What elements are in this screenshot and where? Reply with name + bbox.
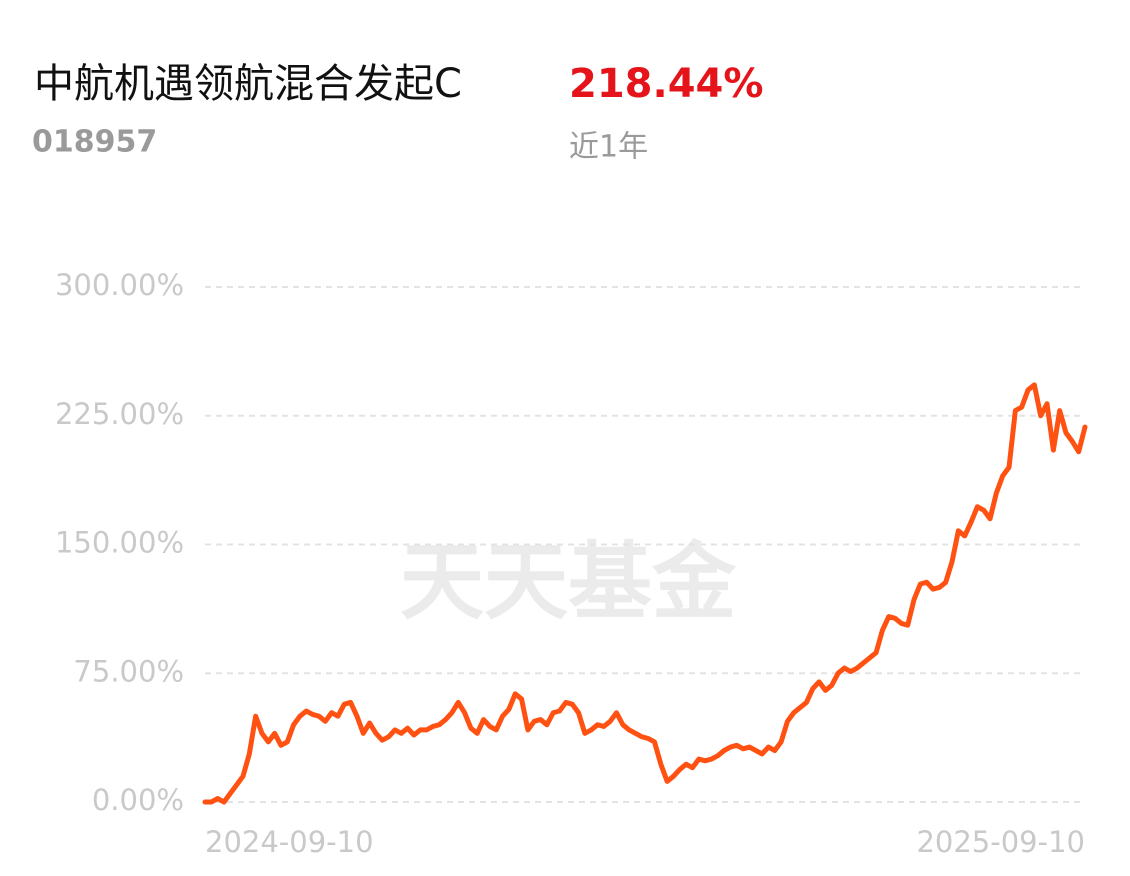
x-tick-label: 2025-09-10 — [916, 825, 1085, 859]
fund-title: 中航机遇领航混合发起C — [34, 61, 462, 107]
y-tick-label: 150.00% — [55, 526, 184, 560]
watermark: 天天基金 — [400, 533, 737, 631]
line — [202, 382, 1088, 805]
x-tick-label: 2024-09-10 — [205, 825, 374, 859]
fund-code: 018957 — [32, 125, 157, 160]
period: 近1年 — [569, 130, 648, 165]
y-tick-label: 0.00% — [92, 783, 184, 817]
y-tick-label: 300.00% — [55, 268, 184, 302]
return: 218.44% — [569, 61, 763, 107]
y-tick-label: 225.00% — [55, 397, 184, 431]
y-tick-label: 75.00% — [73, 654, 184, 688]
